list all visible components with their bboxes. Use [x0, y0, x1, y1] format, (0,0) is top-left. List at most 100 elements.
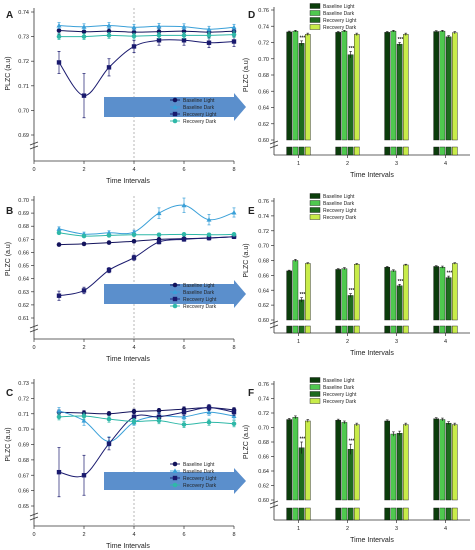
x-tick-label: 0	[32, 345, 35, 351]
legend-label: Recovery Dark	[183, 304, 217, 310]
data-point	[206, 419, 212, 425]
x-tick-label: 1	[297, 339, 300, 345]
data-point	[156, 38, 162, 43]
bar-stub	[439, 325, 446, 334]
legend-marker	[172, 104, 178, 109]
data-point	[181, 232, 187, 237]
bar-stub	[354, 146, 360, 156]
data-point	[81, 93, 87, 98]
data-point	[131, 232, 137, 238]
bar	[403, 34, 409, 141]
legend-marker	[172, 296, 178, 302]
bar-stub	[445, 507, 452, 521]
legend-label: Baseline Dark	[183, 105, 215, 111]
bar	[452, 32, 458, 141]
data-point	[206, 409, 212, 415]
x-tick-label: 4	[444, 339, 447, 345]
bar	[354, 34, 360, 141]
bar	[445, 36, 452, 141]
panel-label: B	[6, 206, 13, 217]
y-tick-label: 0.71	[18, 412, 29, 418]
x-axis-title: Time Intervals	[350, 350, 394, 357]
x-tick-label: 4	[444, 161, 447, 167]
y-tick-label: 0.65	[18, 504, 29, 510]
bar	[335, 269, 342, 321]
bar-stub	[354, 507, 360, 521]
bar	[384, 420, 391, 501]
y-tick-label: 0.76	[258, 382, 269, 388]
y-tick-label: 0.60	[258, 318, 269, 324]
bar-stub	[390, 507, 397, 521]
data-point	[131, 33, 137, 39]
y-tick-label: 0.68	[18, 224, 29, 230]
panel-label: F	[248, 388, 254, 399]
x-tick-label: 1	[297, 526, 300, 532]
y-axis-title: PLZC (a.u)	[5, 56, 12, 90]
data-point	[81, 241, 87, 247]
line-panel-b: B 0.61 0.62 0.63 0.64 0.65 0.66 0.67 0.68 0.69 0.7…	[5, 196, 246, 363]
y-tick-label: 0.76	[258, 8, 269, 14]
data-point	[56, 242, 62, 247]
bar-stub	[384, 146, 391, 156]
bar	[396, 285, 403, 321]
y-tick-label: 0.70	[258, 244, 269, 250]
y-tick-label: 0.64	[258, 469, 269, 475]
legend-marker	[172, 468, 178, 473]
data-point	[56, 230, 62, 236]
y-tick-label: 0.62	[258, 484, 269, 490]
bar-stub	[445, 146, 452, 156]
legend-label: Recovery Dark	[323, 215, 357, 221]
data-point	[56, 469, 62, 475]
bar-stub	[305, 507, 311, 521]
data-point	[231, 32, 237, 37]
bar	[390, 30, 397, 141]
legend-label: Recovery Light	[323, 18, 357, 24]
y-tick-label: 0.69	[18, 443, 29, 449]
data-point	[131, 419, 137, 424]
bar-stub	[341, 325, 348, 334]
data-point	[206, 26, 212, 32]
x-tick-label: 2	[346, 161, 349, 167]
legend-label: Recovery Dark	[183, 119, 217, 125]
legend-label: Baseline Light	[183, 462, 215, 468]
legend-label: Recovery Light	[183, 112, 217, 118]
x-tick-label: 2	[346, 339, 349, 345]
y-tick-label: 0.67	[18, 237, 29, 243]
bar	[341, 422, 348, 501]
legend-label: Recovery Light	[323, 208, 357, 214]
bar	[445, 422, 452, 501]
y-tick-label: 0.74	[258, 397, 269, 403]
bar-stub	[433, 325, 440, 334]
data-point	[181, 24, 187, 29]
significance-marker: ***	[349, 288, 355, 294]
bar	[390, 270, 397, 321]
data-point	[231, 421, 237, 427]
bar	[354, 424, 360, 501]
bar	[286, 270, 293, 321]
bar-stub	[433, 146, 440, 156]
significance-marker: ***	[398, 279, 404, 285]
x-axis-title: Time Intervals	[350, 537, 394, 544]
bar-stub	[390, 146, 397, 156]
bar-stub	[452, 507, 458, 521]
bar	[292, 30, 299, 141]
bar-stub	[403, 325, 409, 334]
legend-marker	[172, 303, 178, 309]
bar	[292, 260, 299, 321]
y-tick-label: 0.72	[18, 396, 29, 402]
bar	[354, 264, 360, 321]
y-tick-label: 0.74	[18, 10, 29, 16]
data-point	[156, 408, 162, 413]
bar	[347, 54, 354, 141]
legend-swatch	[309, 377, 321, 383]
y-tick-label: 0.68	[258, 73, 269, 79]
y-tick-label: 0.72	[258, 41, 269, 47]
y-tick-label: 0.69	[18, 211, 29, 217]
bar-stub	[433, 507, 440, 521]
data-point	[156, 33, 162, 38]
y-tick-label: 0.72	[258, 411, 269, 417]
x-tick-label: 3	[395, 526, 398, 532]
x-tick-label: 6	[182, 167, 185, 173]
y-tick-label: 0.71	[18, 84, 29, 90]
legend-label: Baseline Light	[323, 194, 355, 200]
